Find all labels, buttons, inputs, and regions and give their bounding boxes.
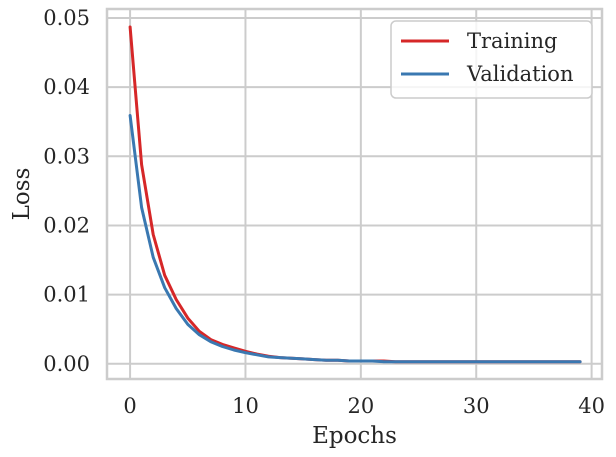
x-tick-label: 20 xyxy=(347,394,374,418)
x-tick-label: 10 xyxy=(232,394,259,418)
x-axis-label: Epochs xyxy=(312,423,397,449)
y-tick-label: 0.00 xyxy=(43,352,90,376)
x-tick-label: 40 xyxy=(578,394,605,418)
legend: Training Validation xyxy=(390,20,593,99)
plot-frame xyxy=(105,7,604,381)
y-tick-label: 0.02 xyxy=(43,213,90,237)
y-axis-label: Loss xyxy=(9,168,35,221)
x-tick-label: 30 xyxy=(463,394,490,418)
x-axis-ticks: 0 10 20 30 40 xyxy=(123,394,605,418)
y-tick-label: 0.04 xyxy=(43,75,90,99)
x-tick-label: 0 xyxy=(123,394,136,418)
legend-label-training: Training xyxy=(467,29,558,53)
y-tick-label: 0.03 xyxy=(43,144,90,168)
series-layer xyxy=(128,25,582,364)
y-axis-ticks: 0.00 0.01 0.02 0.03 0.04 0.05 xyxy=(43,6,90,376)
series-line-validation xyxy=(128,114,582,364)
legend-label-validation: Validation xyxy=(466,62,573,86)
y-tick-label: 0.05 xyxy=(43,6,90,30)
y-tick-label: 0.01 xyxy=(43,283,90,307)
